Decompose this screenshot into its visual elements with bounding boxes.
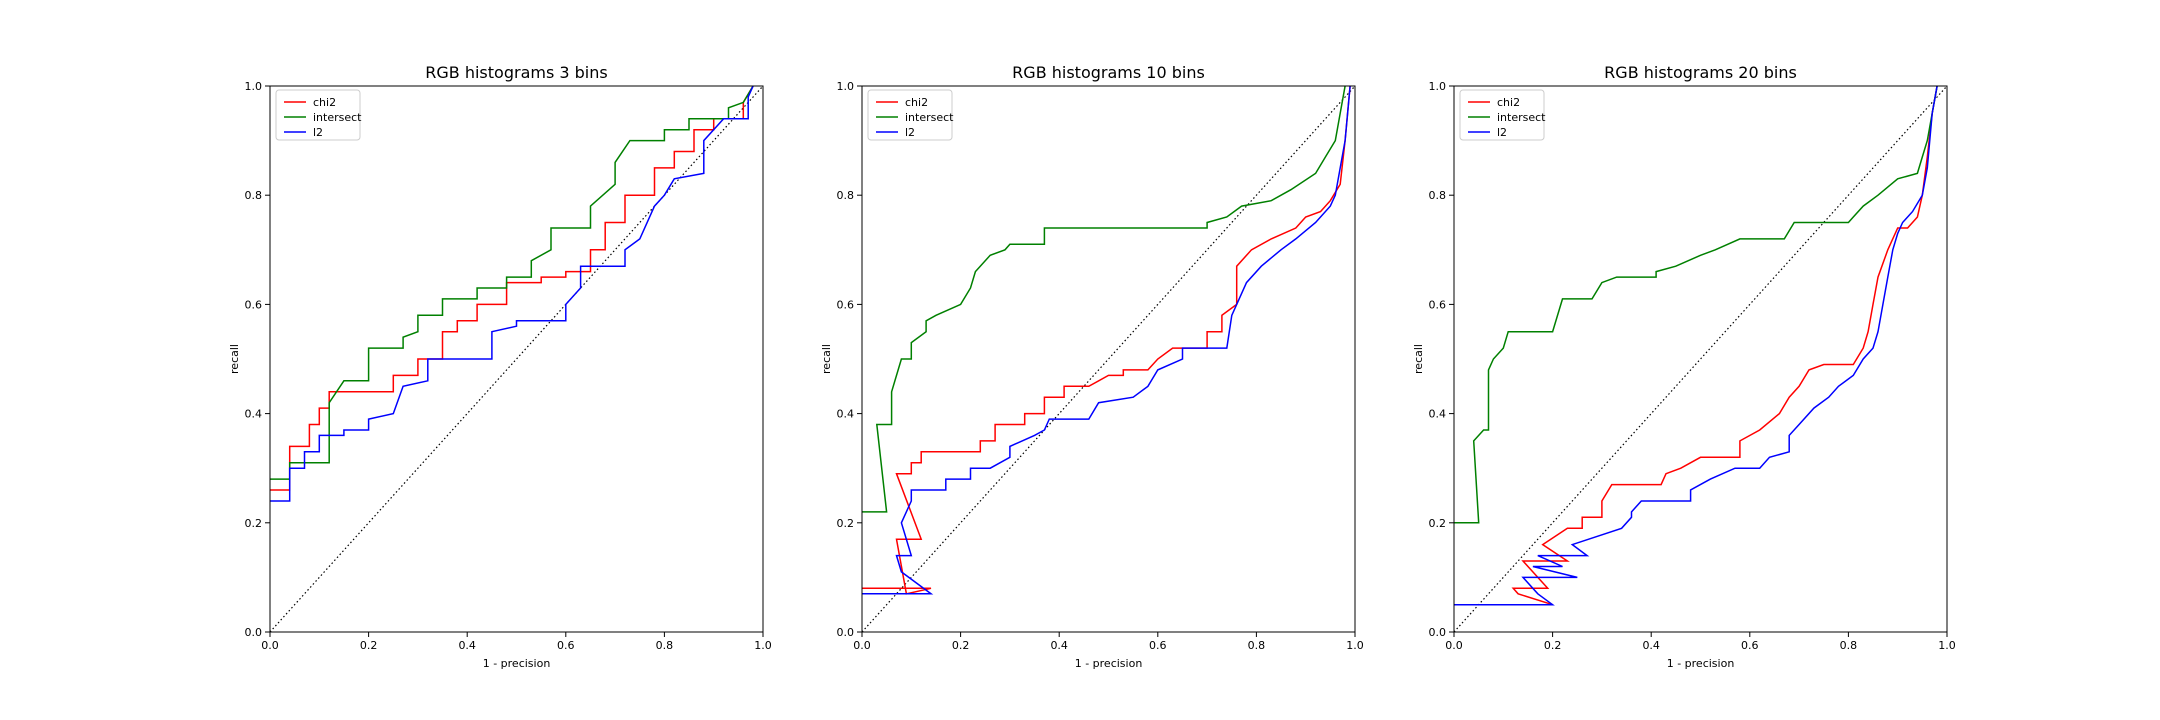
- y-tick-label: 0.4: [245, 408, 263, 421]
- x-tick-label: 0.0: [853, 639, 871, 652]
- series-line-chi2: [1454, 85, 1938, 606]
- chart-1: RGB histograms 3 bins 0.0 0.2 0.4 0.6 0.8 1.0 0…: [228, 63, 772, 670]
- x-tick-label: 0.4: [1642, 639, 1660, 652]
- diagonal-line: [861, 85, 1356, 633]
- x-tick-label: 0.8: [656, 639, 674, 652]
- x-tick-label: 0.8: [1840, 639, 1858, 652]
- x-tick-label: 0.6: [1741, 639, 1759, 652]
- legend-label-chi2: chi2: [313, 96, 336, 109]
- chart-3: RGB histograms 20 bins 0.0 0.2 0.4 0.6 0.8 1.0…: [1412, 63, 1956, 670]
- y-axis-label: recall: [1412, 344, 1425, 374]
- y-tick-label: 0.2: [837, 517, 855, 530]
- x-tick-label: 0.2: [360, 639, 378, 652]
- y-tick-label: 0.6: [1429, 298, 1447, 311]
- y-tick-label: 1.0: [1429, 80, 1447, 93]
- y-tick-label: 0.0: [837, 626, 855, 639]
- y-tick-label: 1.0: [837, 80, 855, 93]
- legend-label-intersect: intersect: [905, 111, 954, 124]
- legend-label-intersect: intersect: [313, 111, 362, 124]
- x-tick-label: 0.4: [458, 639, 476, 652]
- chart-2: RGB histograms 10 bins 0.0 0.2 0.4 0.6 0.8 1.0…: [820, 63, 1364, 670]
- y-axis-label: recall: [228, 344, 241, 374]
- x-tick-label: 1.0: [1346, 639, 1364, 652]
- legend: chi2 intersect l2: [275, 89, 362, 141]
- legend-label-intersect: intersect: [1497, 111, 1546, 124]
- chart-title: RGB histograms 3 bins: [425, 63, 607, 82]
- x-axis-label: 1 - precision: [483, 657, 551, 670]
- legend-label-chi2: chi2: [1497, 96, 1520, 109]
- y-tick-label: 0.0: [1429, 626, 1447, 639]
- y-tick-label: 0.6: [837, 298, 855, 311]
- series-line-intersect: [862, 85, 1346, 513]
- y-tick-label: 0.2: [1429, 517, 1447, 530]
- plot-frame: [269, 85, 764, 633]
- y-tick-label: 0.4: [837, 408, 855, 421]
- legend-label-l2: l2: [313, 126, 323, 139]
- y-tick-label: 0.8: [837, 189, 855, 202]
- legend: chi2 intersect l2: [1459, 89, 1546, 141]
- y-tick-label: 0.2: [245, 517, 263, 530]
- diagonal-line: [1453, 85, 1948, 633]
- chart-title: RGB histograms 10 bins: [1012, 63, 1205, 82]
- series-line-chi2: [270, 85, 754, 491]
- series-line-chi2: [862, 85, 1351, 595]
- chart-title: RGB histograms 20 bins: [1604, 63, 1797, 82]
- y-axis-label: recall: [820, 344, 833, 374]
- x-tick-label: 0.2: [1544, 639, 1562, 652]
- x-tick-label: 0.8: [1248, 639, 1266, 652]
- y-tick-label: 1.0: [245, 80, 263, 93]
- y-tick-label: 0.8: [1429, 189, 1447, 202]
- plot-frame: [1453, 85, 1948, 633]
- diagonal-line: [269, 85, 764, 633]
- x-tick-label: 0.4: [1050, 639, 1068, 652]
- x-axis-label: 1 - precision: [1667, 657, 1735, 670]
- series-line-l2: [1454, 85, 1938, 606]
- series-line-intersect: [1454, 85, 1938, 524]
- x-tick-label: 0.2: [952, 639, 970, 652]
- x-tick-label: 0.6: [557, 639, 575, 652]
- y-tick-label: 0.8: [245, 189, 263, 202]
- series-line-l2: [270, 85, 754, 502]
- y-tick-label: 0.4: [1429, 408, 1447, 421]
- y-tick-label: 0.0: [245, 626, 263, 639]
- series-line-l2: [862, 85, 1351, 595]
- legend: chi2 intersect l2: [867, 89, 954, 141]
- x-tick-label: 1.0: [754, 639, 772, 652]
- legend-label-chi2: chi2: [905, 96, 928, 109]
- x-tick-label: 0.6: [1149, 639, 1167, 652]
- legend-label-l2: l2: [905, 126, 915, 139]
- y-tick-label: 0.6: [245, 298, 263, 311]
- plot-frame: [861, 85, 1356, 633]
- legend-label-l2: l2: [1497, 126, 1507, 139]
- x-tick-label: 1.0: [1938, 639, 1956, 652]
- x-tick-label: 0.0: [261, 639, 279, 652]
- series-line-intersect: [270, 85, 754, 480]
- x-tick-label: 0.0: [1445, 639, 1463, 652]
- x-axis-label: 1 - precision: [1075, 657, 1143, 670]
